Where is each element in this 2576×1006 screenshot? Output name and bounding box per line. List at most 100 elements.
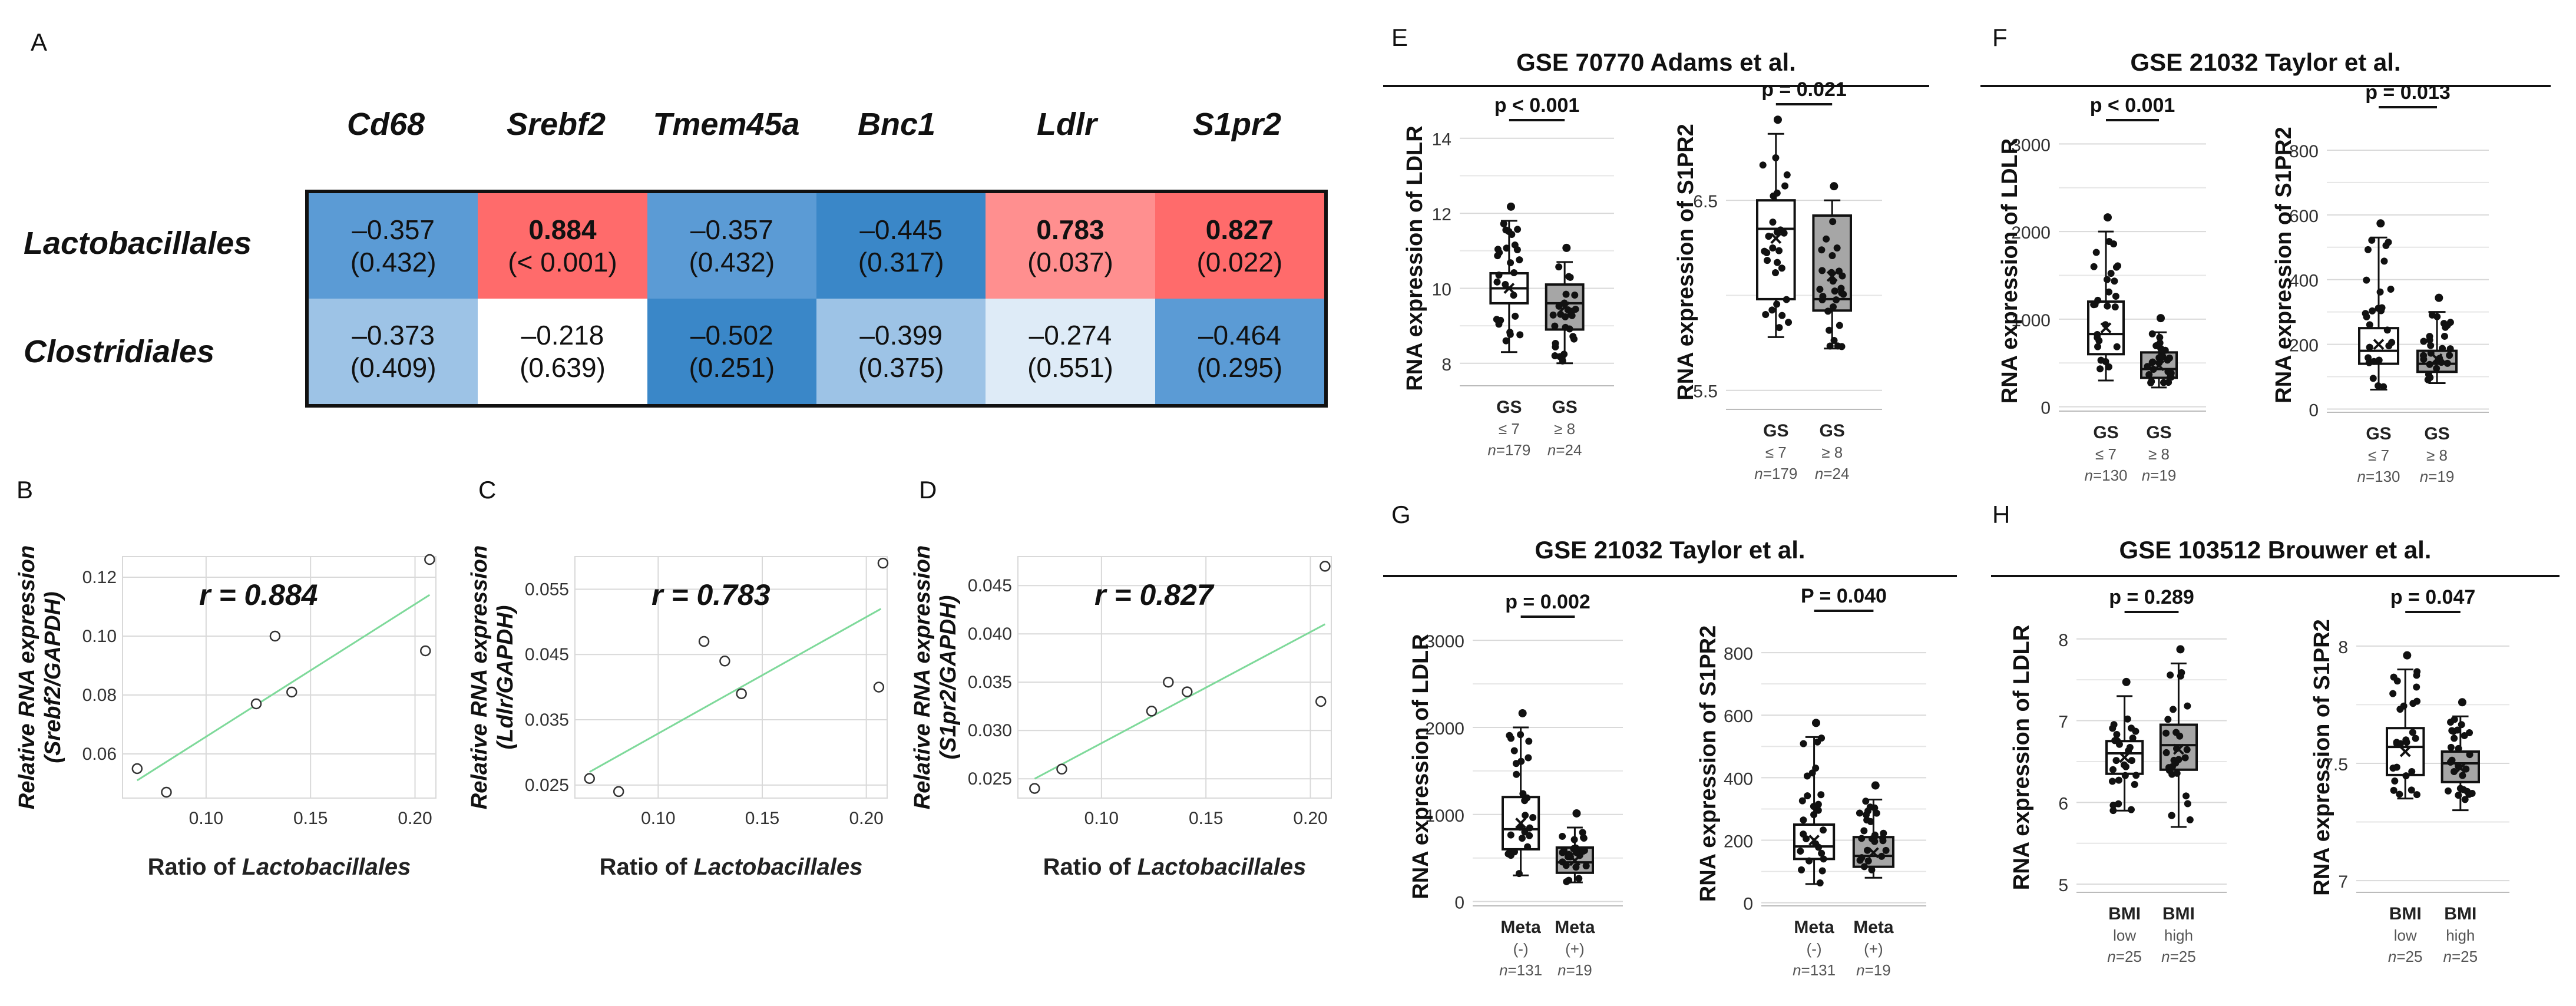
data-dot [2109,724,2117,732]
scatter-plot-c: 0.10 0.15 0.20 0.025 0.035 0.045 0.055 r = 0.78… [467,545,889,880]
box-group: Meta (-) n=131 [1499,709,1542,979]
data-dot [2412,734,2419,742]
heatmap-col-header: Srebf2 [506,107,606,142]
data-dot [1562,862,1570,869]
heatmap-cell-r: 0.783 [1036,214,1105,246]
x-axis-label: Ratio of Lactobacillales [600,854,863,880]
data-dot [1866,803,1874,811]
x-tick-label: 0.15 [745,809,779,828]
data-dot [1514,226,1522,233]
y-tick-label: 0 [2309,401,2319,421]
data-dot [1769,244,1777,252]
y-tick-label: 0 [1454,894,1464,913]
data-dot [2176,732,2184,740]
data-dot [1871,831,1879,839]
heatmap-cell-r: –0.399 [859,320,943,351]
data-dot [2400,702,2408,710]
data-dot [1838,272,1846,280]
data-dot [1800,740,1807,747]
data-dot [2363,276,2370,284]
group-name: GS [2146,423,2171,442]
data-dot [2366,343,2373,351]
data-dot [1820,855,1827,863]
panel-label-a: A [31,28,48,56]
group-name: BMI [2162,904,2195,924]
box-group: GS ≥ 8 n=24 [1545,243,1585,459]
y-tick-label: 3000 [2011,135,2051,155]
group-n: n=19 [2420,468,2455,485]
data-dot [1864,857,1872,865]
group-n: n=179 [1487,441,1530,459]
data-dot [2184,800,2191,808]
group-sub: (+) [1565,940,1585,958]
mean-marker [1503,283,1515,294]
data-dot [1798,797,1806,805]
data-dot [1552,340,1559,348]
y-axis-label: RNA expression of S1PR2 [2271,127,2296,403]
data-dot [2446,352,2453,359]
outlier-dot [1871,781,1880,790]
r-label: r = 0.884 [199,578,318,611]
y-tick-label: 6.5 [1693,192,1718,211]
data-dot [1833,296,1840,304]
heatmap-cell-r: –0.218 [521,320,604,351]
group-sub: ≤ 7 [2368,446,2389,464]
outlier-dot [1773,115,1782,124]
data-dot [1515,870,1523,878]
data-dot [1829,218,1837,226]
data-point [161,786,172,798]
data-dot [2094,296,2102,304]
data-dot [2366,321,2373,329]
data-dot [1819,293,1827,300]
data-dot [1518,835,1526,842]
box-group: BMI high n=25 [2441,698,2481,965]
group-n: n=131 [1499,961,1542,979]
data-dot [1513,770,1520,778]
data-dot [1570,335,1578,343]
data-dot [2465,790,2473,798]
y-tick-label: 800 [1724,644,1753,664]
data-dot [2107,270,2115,277]
heatmap-cell: –0.274 (0.551) [986,299,1155,404]
y-axis-label: RNA expression of S1PR2 [1696,626,1721,902]
heatmap-cell-p: (0.639) [520,352,606,383]
data-dot [2097,356,2105,364]
data-dot [1805,857,1813,865]
data-dot [2109,802,2117,809]
mean-marker [1515,818,1527,829]
box-group: GS ≤ 7 n=130 [2084,213,2128,484]
data-dot [2408,767,2416,775]
data-dot [1882,846,1890,854]
data-dot [1575,875,1583,882]
data-dot [1560,350,1568,358]
data-dot [1568,307,1575,315]
data-dot [1803,772,1811,780]
data-dot [1516,331,1524,339]
mean-marker [2172,743,2184,755]
data-dot [2451,734,2458,742]
data-dot [2448,727,2456,734]
mean-marker [1826,270,1838,282]
group-sub: ≤ 7 [1499,420,1520,438]
heatmap-cell-r: –0.373 [352,320,435,351]
y-tick-label: 7 [2338,872,2348,892]
data-dot [1867,818,1874,825]
y-tick-label: 2000 [2011,223,2051,243]
data-dot [2377,307,2385,315]
heatmap-cell: –0.357 (0.432) [647,193,816,299]
data-dot [2112,293,2119,300]
fit-line [589,608,882,773]
box-group: GS ≥ 8 n=19 [2416,293,2458,485]
heatmap-cell: –0.373 (0.409) [309,299,478,404]
data-dot [2391,777,2399,785]
y-tick-label: 400 [2289,272,2319,291]
data-dot [2460,786,2468,793]
data-dot [2090,263,2098,270]
box-group: GS ≥ 8 n=19 [2140,314,2178,484]
data-dot [1783,171,1791,178]
data-dot [1818,267,1826,274]
data-dot [1826,326,1833,334]
data-dot [2108,777,2116,785]
outlier-dot [2403,651,2412,660]
data-dot [2164,716,2172,723]
